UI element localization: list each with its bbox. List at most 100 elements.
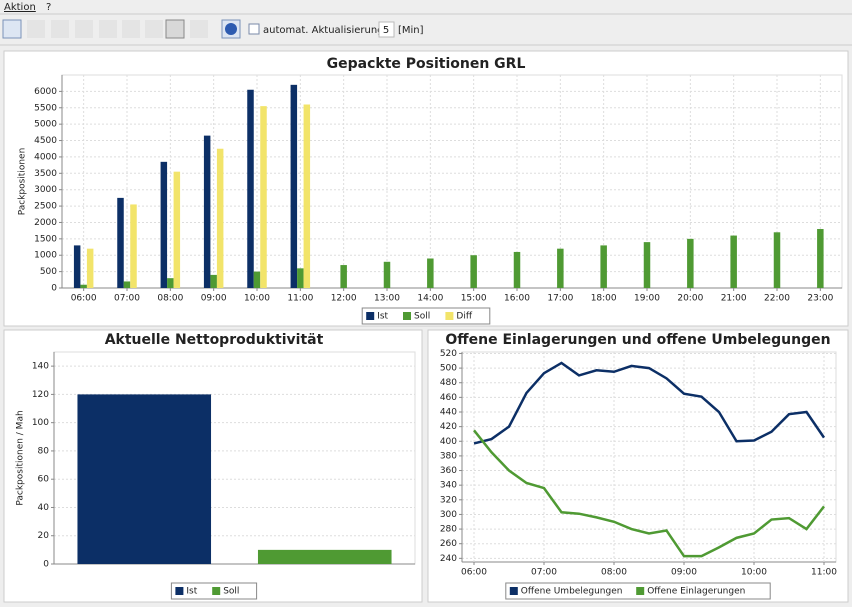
x-tick-label: 07:00: [114, 294, 140, 304]
x-tick-label: 23:00: [807, 294, 833, 304]
bar: [730, 235, 737, 288]
bar: [210, 274, 217, 288]
y-tick-label: 500: [40, 267, 57, 277]
y-axis-label: Packpositionen / Mah: [16, 410, 26, 505]
y-tick-label: 0: [51, 284, 57, 294]
plot-area: [461, 351, 837, 563]
bar: [167, 278, 174, 288]
y-tick-label: 20: [38, 531, 50, 541]
x-tick-label: 19:00: [634, 294, 660, 304]
y-tick-label: 280: [440, 525, 457, 535]
x-tick-label: 07:00: [531, 568, 557, 578]
x-tick-label: 09:00: [201, 294, 227, 304]
y-tick-label: 300: [440, 510, 457, 520]
bar: [247, 89, 254, 288]
bar: [470, 255, 477, 288]
bar: [77, 394, 212, 564]
y-tick-label: 440: [440, 408, 457, 418]
y-tick-label: 520: [440, 349, 457, 359]
y-tick-label: 5000: [34, 120, 57, 130]
bar: [773, 232, 781, 288]
y-tick-label: 4000: [34, 152, 57, 162]
bar: [203, 135, 211, 288]
y-tick-label: 120: [32, 390, 49, 400]
y-tick-label: 5500: [34, 103, 57, 113]
bar: [557, 248, 564, 288]
x-tick-label: 18:00: [591, 294, 617, 304]
y-tick-label: 1500: [34, 234, 57, 244]
x-tick-label: 16:00: [504, 294, 530, 304]
y-axis-label: Packpositionen: [18, 148, 28, 216]
menu-aktion[interactable]: Aktion: [4, 2, 36, 13]
y-tick-label: 460: [440, 393, 457, 403]
legend-swatch: [212, 587, 221, 595]
tool-button[interactable]: [122, 20, 140, 38]
interval-spinner[interactable]: [378, 21, 395, 38]
tool-button[interactable]: [75, 20, 93, 38]
y-tick-label: 3500: [34, 169, 57, 179]
x-tick-label: 15:00: [461, 294, 487, 304]
y-tick-label: 2500: [34, 202, 57, 212]
refresh-button[interactable]: [2, 19, 22, 39]
x-tick-label: 12:00: [331, 294, 357, 304]
bar: [216, 148, 224, 288]
legend-label: Ist: [186, 587, 197, 597]
y-tick-label: 500: [440, 364, 457, 374]
y-tick-label: 6000: [34, 87, 57, 97]
bar: [80, 284, 87, 288]
x-tick-label: 10:00: [244, 294, 270, 304]
bar: [86, 248, 94, 288]
y-tick-label: 480: [440, 378, 457, 388]
y-tick-label: 40: [38, 503, 50, 513]
tool-button[interactable]: [27, 20, 45, 38]
bar: [160, 161, 168, 288]
chart-title: Offene Einlagerungen und offene Umbelegu…: [445, 332, 830, 348]
chart-title: Aktuelle Nettoproduktivität: [105, 332, 324, 348]
print-button[interactable]: [165, 19, 185, 39]
plot-area: [61, 74, 843, 289]
bar: [340, 265, 347, 288]
bar: [290, 84, 298, 288]
bar: [297, 268, 304, 288]
x-tick-label: 08:00: [601, 568, 627, 578]
legend-swatch: [445, 312, 454, 320]
bar: [257, 549, 392, 564]
y-tick-label: 360: [440, 466, 457, 476]
tool-button[interactable]: [51, 20, 69, 38]
toolbar: automat. Aktualisierung 5 [Min]: [2, 19, 424, 39]
x-tick-label: 14:00: [417, 294, 443, 304]
legend-swatch: [636, 587, 645, 595]
bar: [513, 251, 521, 288]
legend-swatch: [403, 312, 411, 320]
checkbox[interactable]: [248, 23, 260, 35]
y-tick-label: 2000: [34, 218, 57, 228]
y-tick-label: 260: [440, 539, 457, 549]
tool-button[interactable]: [190, 20, 208, 38]
bar: [173, 171, 181, 288]
line-series: [473, 361, 826, 445]
x-tick-label: 21:00: [721, 294, 747, 304]
bar: [117, 197, 124, 288]
legend-label: Offene Einlagerungen: [647, 587, 745, 597]
y-tick-label: 80: [38, 446, 50, 456]
bar: [130, 204, 137, 288]
x-tick-label: 17:00: [547, 294, 573, 304]
interval-value: 5: [383, 25, 389, 36]
legend-label: Diff: [456, 312, 472, 322]
y-tick-label: 100: [32, 418, 49, 428]
legend-swatch: [509, 587, 518, 595]
legend: [361, 307, 491, 325]
y-tick-label: 400: [440, 437, 457, 447]
menu-help[interactable]: ?: [46, 2, 51, 13]
legend-label: Ist: [377, 312, 388, 322]
y-tick-label: 320: [440, 495, 457, 505]
legend-label: Offene Umbelegungen: [521, 587, 623, 597]
tool-button[interactable]: [99, 20, 117, 38]
help-icon: [225, 23, 237, 35]
bar: [687, 238, 694, 288]
x-tick-label: 06:00: [461, 568, 487, 578]
tool-button[interactable]: [145, 20, 163, 38]
bar: [383, 261, 391, 288]
checkbox-label: automat. Aktualisierung: [263, 25, 384, 36]
x-tick-label: 06:00: [71, 294, 97, 304]
